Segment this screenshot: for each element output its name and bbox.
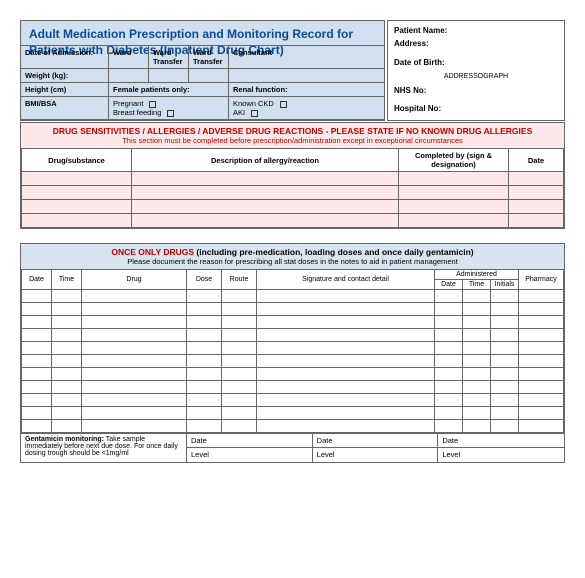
once-row[interactable] bbox=[22, 394, 564, 407]
gent-date-1: Date bbox=[187, 434, 313, 448]
once-row[interactable] bbox=[22, 355, 564, 368]
pregnant-checkbox[interactable] bbox=[149, 101, 156, 108]
once-header: ONCE ONLY DRUGS (including pre-medicatio… bbox=[21, 244, 564, 269]
height-label: Height (cm) bbox=[21, 83, 109, 96]
once-col-time: Time bbox=[52, 270, 82, 290]
once-row[interactable] bbox=[22, 303, 564, 316]
allergy-row[interactable] bbox=[22, 214, 564, 228]
female-label: Female patients only: bbox=[109, 83, 229, 96]
dob-label: Date of Birth: bbox=[394, 58, 445, 67]
ckd-checkbox[interactable] bbox=[280, 101, 287, 108]
admission-info: Date of Admission: Ward Ward Transfer Wa… bbox=[20, 45, 385, 120]
consultant-label: Consultant bbox=[229, 46, 384, 68]
once-row[interactable] bbox=[22, 381, 564, 394]
allergy-header: DRUG SENSITIVITIES / ALLERGIES / ADVERSE… bbox=[21, 123, 564, 148]
allergy-subtitle: This section must be completed before pr… bbox=[24, 136, 561, 145]
once-title-suffix: (including pre-medication, loading doses… bbox=[194, 247, 474, 257]
gent-date-2: Date bbox=[313, 434, 439, 448]
aki-checkbox[interactable] bbox=[251, 110, 258, 117]
gentamicin-note: Gentamicin monitoring: Take sample immed… bbox=[21, 434, 187, 462]
address-label: Address: bbox=[394, 39, 429, 48]
allergy-col-drug: Drug/substance bbox=[22, 149, 132, 172]
allergy-table: Drug/substance Description of allergy/re… bbox=[21, 148, 564, 228]
once-row[interactable] bbox=[22, 316, 564, 329]
female-options: Pregnant Breast feeding bbox=[109, 97, 229, 119]
allergy-row[interactable] bbox=[22, 172, 564, 186]
once-col-signature: Signature and contact detail bbox=[257, 270, 435, 290]
once-row[interactable] bbox=[22, 342, 564, 355]
once-col-admin-date: Date bbox=[435, 280, 463, 290]
once-row[interactable] bbox=[22, 329, 564, 342]
once-col-date: Date bbox=[22, 270, 52, 290]
once-col-pharmacy: Pharmacy bbox=[519, 270, 564, 290]
once-row[interactable] bbox=[22, 420, 564, 433]
aki-label: AKI bbox=[233, 108, 245, 117]
breast-checkbox[interactable] bbox=[167, 110, 174, 117]
gent-level-2: Level bbox=[313, 448, 439, 462]
ward-transfer2-label: Ward Transfer bbox=[189, 46, 229, 68]
once-table: Date Time Drug Dose Route Signature and … bbox=[21, 269, 564, 433]
once-row[interactable] bbox=[22, 368, 564, 381]
once-subtitle: Please document the reason for prescribi… bbox=[24, 257, 561, 266]
allergy-col-completed: Completed by (sign & designation) bbox=[399, 149, 509, 172]
drug-chart-form: Adult Medication Prescription and Monito… bbox=[20, 20, 565, 463]
allergy-col-desc: Description of allergy/reaction bbox=[132, 149, 399, 172]
bmi-label: BMI/BSA bbox=[21, 97, 109, 119]
breast-label: Breast feeding bbox=[113, 108, 161, 117]
ckd-label: Known CKD bbox=[233, 99, 274, 108]
renal-options: Known CKD AKI bbox=[229, 97, 384, 119]
once-col-admin-time: Time bbox=[463, 280, 491, 290]
ward-transfer1-label: Ward Transfer bbox=[149, 46, 189, 68]
once-col-admin-initials: Initials bbox=[491, 280, 519, 290]
once-row[interactable] bbox=[22, 407, 564, 420]
patient-box: Patient Name: Address: Date of Birth: AD… bbox=[387, 20, 565, 121]
allergy-row[interactable] bbox=[22, 200, 564, 214]
patient-name-label: Patient Name: bbox=[394, 26, 447, 35]
once-only-section: ONCE ONLY DRUGS (including pre-medicatio… bbox=[20, 243, 565, 463]
nhs-label: NHS No: bbox=[394, 86, 426, 95]
once-col-route: Route bbox=[222, 270, 257, 290]
weight-label: Weight (kg): bbox=[21, 69, 109, 82]
addressograph: ADDRESSOGRAPH bbox=[394, 69, 558, 84]
once-title: ONCE ONLY DRUGS bbox=[111, 247, 194, 257]
once-col-dose: Dose bbox=[187, 270, 222, 290]
allergy-section: DRUG SENSITIVITIES / ALLERGIES / ADVERSE… bbox=[20, 122, 565, 229]
allergy-col-date: Date bbox=[509, 149, 564, 172]
allergy-row[interactable] bbox=[22, 186, 564, 200]
allergy-title: DRUG SENSITIVITIES / ALLERGIES / ADVERSE… bbox=[24, 126, 561, 136]
once-col-drug: Drug bbox=[82, 270, 187, 290]
gent-date-3: Date bbox=[438, 434, 564, 448]
once-col-administered: Administered bbox=[435, 270, 519, 280]
renal-label: Renal function: bbox=[229, 83, 384, 96]
hospital-label: Hospital No: bbox=[394, 104, 441, 113]
gent-level-3: Level bbox=[438, 448, 564, 462]
gent-level-1: Level bbox=[187, 448, 313, 462]
once-row[interactable] bbox=[22, 290, 564, 303]
doa-label: Date of Admission: bbox=[21, 46, 109, 68]
ward-label: Ward bbox=[109, 46, 149, 68]
pregnant-label: Pregnant bbox=[113, 99, 143, 108]
gentamicin-row: Gentamicin monitoring: Take sample immed… bbox=[21, 433, 564, 462]
